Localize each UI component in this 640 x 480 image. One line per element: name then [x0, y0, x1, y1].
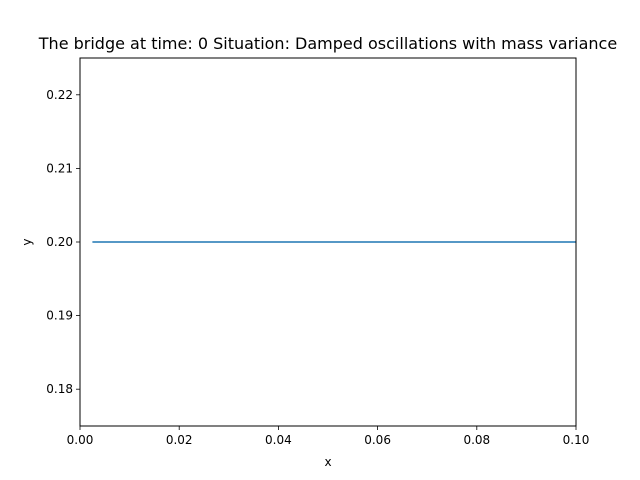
- chart-title: The bridge at time: 0 Situation: Damped …: [38, 34, 617, 53]
- x-tick-label: 0.08: [463, 433, 490, 447]
- x-tick-label: 0.02: [166, 433, 193, 447]
- y-axis-label: y: [20, 238, 34, 245]
- axis-ticks: 0.00 0.02 0.04 0.06 0.08 0.10 0.18 0.19 0.20 0.21…: [46, 88, 589, 447]
- x-tick-label: 0.06: [364, 433, 391, 447]
- axes-frame: [79, 57, 577, 427]
- x-tick-label: 0.04: [265, 433, 292, 447]
- y-tick-label: 0.21: [46, 161, 73, 175]
- y-tick-label: 0.19: [46, 309, 73, 323]
- x-axis-label: x: [324, 455, 331, 469]
- x-tick-label: 0.10: [563, 433, 590, 447]
- y-tick-label: 0.22: [46, 88, 73, 102]
- y-tick-label: 0.18: [46, 382, 73, 396]
- x-tick-label: 0.00: [67, 433, 94, 447]
- y-tick-label: 0.20: [46, 235, 73, 249]
